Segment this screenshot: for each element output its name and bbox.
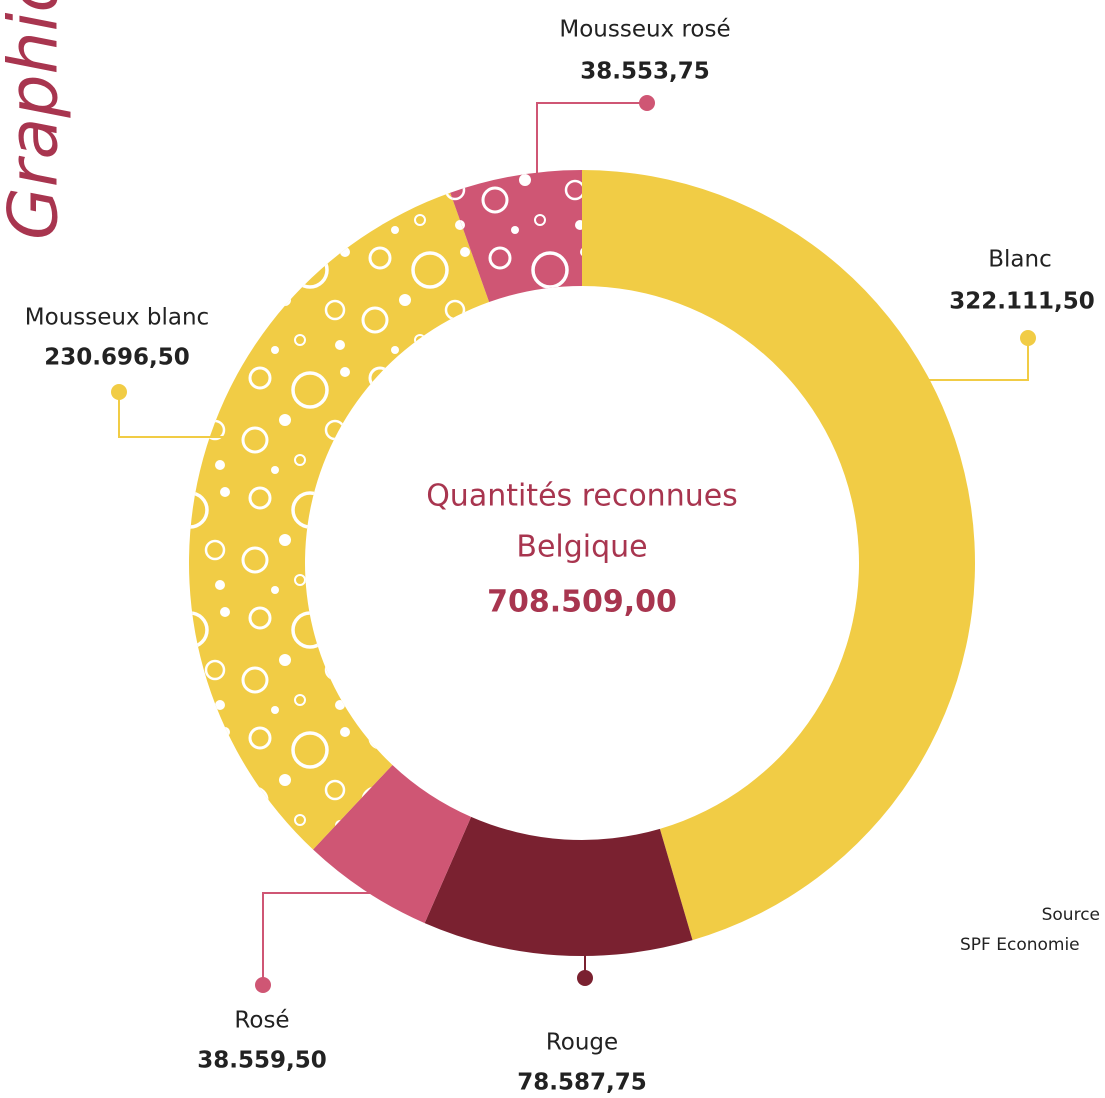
source: SPF Economie [960, 935, 1080, 955]
leader-line [119, 392, 225, 437]
source-label: Source [1042, 905, 1100, 925]
slice-name: Mousseux rosé [559, 17, 730, 43]
slice-value: 230.696,50 [44, 345, 190, 371]
slice [425, 817, 693, 956]
slice-name: Rouge [546, 1030, 618, 1056]
center-total: 708.509,00 [487, 585, 677, 620]
slice-name: Blanc [988, 247, 1052, 273]
slice-value: 78.587,75 [517, 1070, 647, 1096]
chart: Graphiq Quantités reconnues Belgique 708… [0, 0, 1105, 1098]
leader-dot [639, 95, 655, 111]
leader-dot [255, 977, 271, 993]
side-title: Graphiq [0, 0, 74, 240]
slice-value: 38.553,75 [580, 59, 710, 85]
slice-value: 322.111,50 [949, 289, 1095, 315]
leader-dot [577, 970, 593, 986]
slice-name: Rosé [234, 1008, 289, 1034]
slice-pattern [189, 193, 489, 850]
center-title: Quantités reconnues [426, 479, 738, 514]
slice-value: 38.559,50 [197, 1048, 327, 1074]
center-subtitle: Belgique [516, 530, 647, 565]
leader-line [263, 893, 370, 985]
leader-dot [1020, 330, 1036, 346]
slice-name: Mousseux blanc [25, 305, 209, 331]
leader-dot [111, 384, 127, 400]
